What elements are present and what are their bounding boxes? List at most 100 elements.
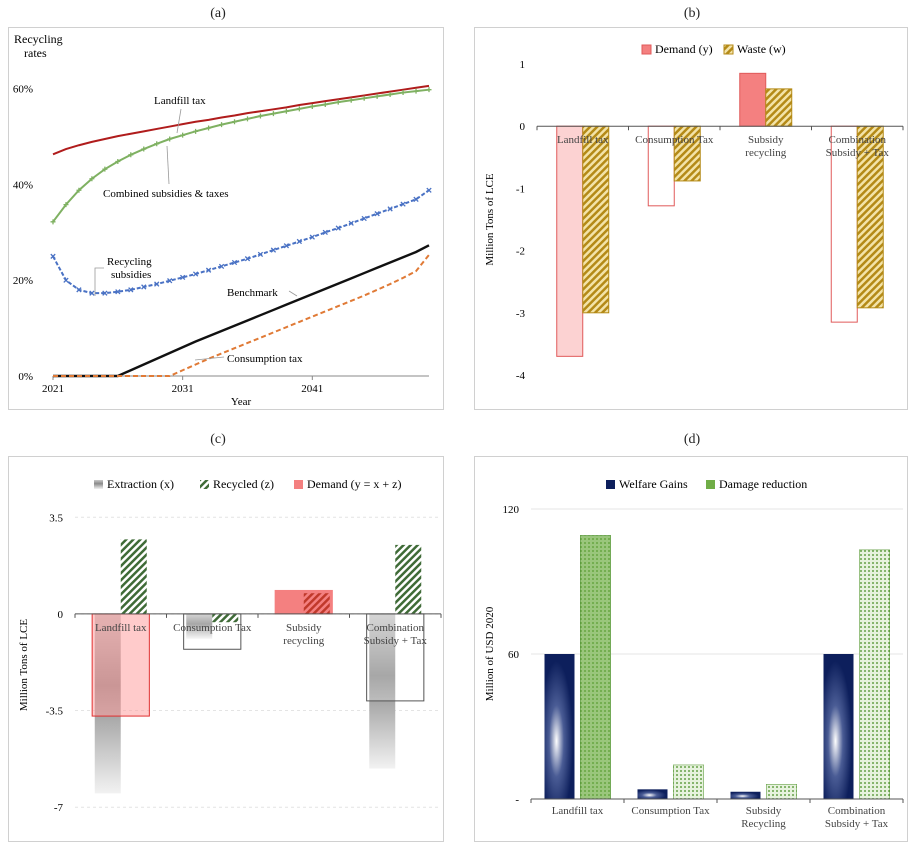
data-point <box>387 91 393 97</box>
data-point <box>102 290 108 296</box>
data-point <box>180 132 186 138</box>
panel-a: 0% 20% 40% 60% 2021 2031 2041 Year Recycling rate… <box>8 27 444 410</box>
data-point <box>193 128 199 134</box>
data-point <box>361 95 367 101</box>
data-point <box>192 271 199 277</box>
legend-label: Waste (w) <box>737 42 786 56</box>
data-point <box>335 225 341 231</box>
legend-swatch <box>294 480 303 489</box>
bar-waste <box>765 88 793 127</box>
legend-swatch <box>200 480 209 489</box>
y-tick-label: 20% <box>13 275 33 287</box>
y-tick-label: 3.5 <box>49 512 63 524</box>
category-label: Landfill tax <box>95 622 147 634</box>
category-landfill-tax <box>91 539 150 794</box>
category-label: Subsidy <box>286 622 322 634</box>
y-tick-label: 0 <box>520 121 526 133</box>
legend-label: Demand (y = x + z) <box>307 477 402 491</box>
series-combined-subsidies-taxes <box>50 87 432 225</box>
legend-item-recycled-z: Recycled (z) <box>200 477 274 491</box>
data-point <box>115 289 121 295</box>
data-point <box>257 251 264 258</box>
recycling-rates-line-chart: 0%20%40%60%2021 2031 2041YearRecyclingrate… <box>13 32 432 408</box>
category-label: Subsidy + Tax <box>364 635 428 647</box>
series-line <box>53 254 430 377</box>
data-point <box>76 187 82 193</box>
y-axis-label: rates <box>24 46 47 60</box>
y-tick-label: -3.5 <box>46 706 64 718</box>
series-label: Consumption tax <box>227 353 303 365</box>
bar-recycled <box>120 539 147 614</box>
bar-demand <box>366 613 425 702</box>
bar-waste <box>582 125 610 314</box>
y-tick-label: 1 <box>520 59 526 71</box>
x-tick-label: 2021 <box>42 383 64 395</box>
data-point <box>322 229 328 236</box>
legend-swatch <box>641 44 652 55</box>
data-point <box>206 125 212 131</box>
data-point <box>400 90 406 96</box>
legend-label: Welfare Gains <box>619 477 688 491</box>
y-tick-label: 60 <box>508 649 520 661</box>
data-point <box>141 284 147 290</box>
data-point <box>219 122 225 128</box>
data-point <box>257 113 263 119</box>
data-point <box>387 206 393 212</box>
category-combination-subsidy-tax <box>823 549 890 800</box>
y-tick-label: - <box>515 794 519 806</box>
legend-swatch <box>94 480 103 489</box>
bar-recycled <box>212 613 239 623</box>
bar-extraction <box>369 613 396 769</box>
y-axis-label: Million Tons of LCE <box>484 173 496 266</box>
series-landfill-tax <box>52 84 430 156</box>
data-point <box>231 259 238 266</box>
legend-swatch <box>606 480 615 489</box>
demand-waste-bar-chart: -4 -3 -2 -1 0 1 Million Tons of LCE Landfill ta… <box>484 42 904 382</box>
data-point <box>102 166 108 172</box>
legend-item-welfare-gains: Welfare Gains <box>606 477 688 491</box>
y-tick-label: 120 <box>503 504 520 516</box>
bar-recycled <box>395 544 422 614</box>
data-point <box>426 87 432 93</box>
series-line <box>52 189 430 295</box>
category-label: Recycling <box>741 818 786 830</box>
panel-c-title: (c) <box>210 432 226 447</box>
panel-d-title: (d) <box>683 432 701 447</box>
label-leader-line <box>194 356 225 361</box>
category-label: Consumption Tax <box>173 622 252 634</box>
data-point <box>218 263 225 270</box>
bar-damage-texture <box>673 765 704 799</box>
category-label: Subsidy + Tax <box>825 818 889 830</box>
bar-demand <box>556 125 584 357</box>
series-line <box>52 84 430 156</box>
welfare-damage-bar-chart: - 60 120 Million of USD 2020 Landfill tax Con… <box>484 477 904 830</box>
category-combination-subsidy-tax <box>366 544 425 769</box>
category-consumption-tax <box>647 125 701 207</box>
data-point <box>374 93 380 99</box>
x-tick-label: 2041 <box>301 383 323 395</box>
y-tick-label: -3 <box>516 308 526 320</box>
category-label: Subsidy + Tax <box>826 147 890 159</box>
category-label: Consumption Tax <box>631 805 710 817</box>
series-recycling-subsidies <box>50 187 432 296</box>
data-point <box>179 274 186 281</box>
category-label: Subsidy <box>748 134 784 146</box>
data-point <box>374 211 380 217</box>
data-point <box>322 102 328 108</box>
data-point <box>426 187 432 193</box>
legend-item-extraction-x: Extraction (x) <box>94 477 174 491</box>
x-axis-label: Year <box>231 396 252 408</box>
series-consumption-tax <box>53 254 430 377</box>
legend-swatch <box>706 480 715 489</box>
data-point <box>348 97 354 103</box>
y-tick-label: 60% <box>13 84 33 96</box>
legend-label: Recycled (z) <box>213 477 274 491</box>
data-point <box>167 136 173 142</box>
bar-demand <box>647 125 675 207</box>
category-consumption-tax <box>183 613 242 650</box>
y-tick-label: -7 <box>54 802 64 814</box>
category-label: Combination <box>828 805 886 817</box>
data-point <box>232 119 238 125</box>
y-tick-label: 0 <box>58 609 64 621</box>
series-benchmark <box>53 244 430 378</box>
